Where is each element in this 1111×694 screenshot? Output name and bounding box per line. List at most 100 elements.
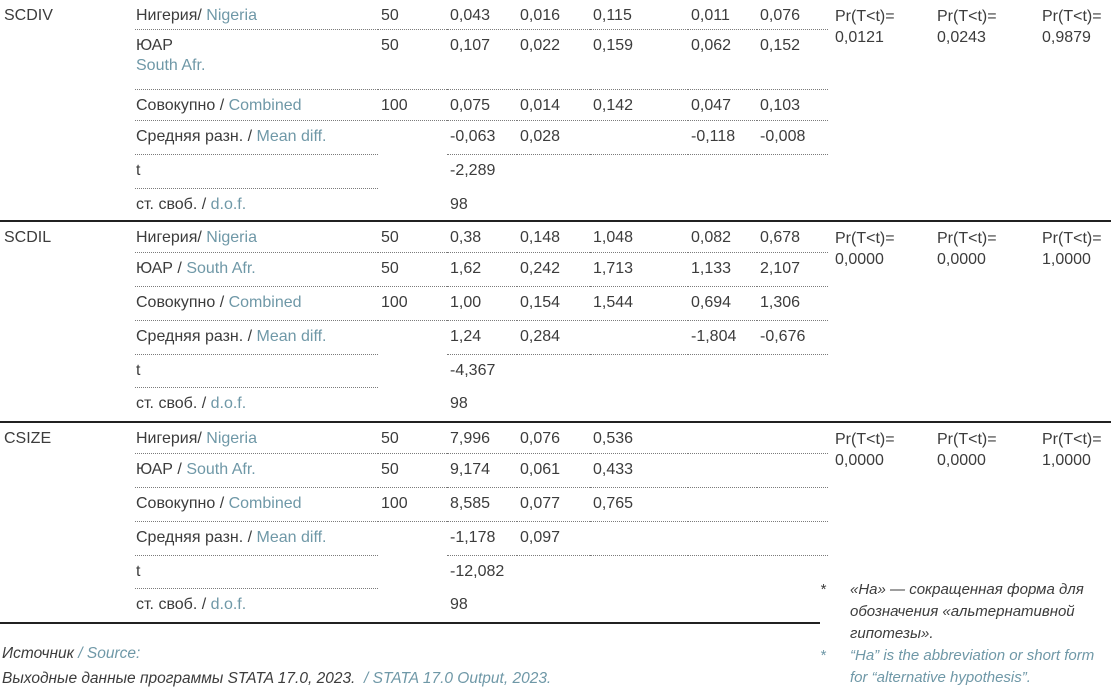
cell-se: 0,097 xyxy=(517,522,590,556)
cell-ci_hi: -0,008 xyxy=(757,121,828,155)
pr-value: 1,0000 xyxy=(1042,452,1091,469)
cell-mean: 1,00 xyxy=(447,287,517,321)
footnote-en: * “Ha” is the abbreviation or short form… xyxy=(820,645,1110,689)
cell-obs: 50 xyxy=(378,30,447,90)
cell-ci_lo xyxy=(688,556,757,589)
row-label-ru: Совокупно / xyxy=(136,294,225,311)
cell-ci_hi: 2,107 xyxy=(757,253,828,287)
row-label: Средняя разн. / Mean diff. xyxy=(135,522,378,556)
cell-se: 0,154 xyxy=(517,287,590,321)
cell-sd: 0,433 xyxy=(590,454,688,488)
cell-ci_hi: -0,676 xyxy=(757,321,828,355)
row-label-en: Nigeria xyxy=(201,229,257,246)
cell-mean: -2,289 xyxy=(450,162,496,179)
cell-obs xyxy=(378,121,447,155)
variable-name: SCDIL xyxy=(4,229,52,246)
cell-ci_lo xyxy=(688,454,757,488)
cell-mean: 0,043 xyxy=(447,0,517,30)
row-label-ru: Нигерия/ xyxy=(136,229,202,246)
row-label-en: South Afr. xyxy=(181,461,256,478)
row-label: ст. своб. / d.o.f. xyxy=(135,189,378,220)
cell-ci_lo xyxy=(688,355,757,388)
pr-header: Pr(T<t)= xyxy=(1042,431,1102,448)
cell-se: 0,014 xyxy=(517,90,590,121)
asterisk-marker: * xyxy=(820,647,826,664)
pr-header: Pr(T<t)= xyxy=(937,8,997,25)
ttest-results-table: SCDIV Нигерия/ Nigeria 50 0,043 0,016 0,115 0,… xyxy=(0,0,1111,624)
footnote-en-text: “Ha” is the abbreviation or short form f… xyxy=(850,647,1095,686)
cell-obs xyxy=(378,522,447,556)
row-label-ru: ст. своб. / xyxy=(136,395,207,412)
pr-cell: Pr(T<t)= 0,0000 xyxy=(930,222,1035,421)
cell-ci_lo xyxy=(688,488,757,522)
source-text-ru: Выходные данные программы STATA 17.0, 20… xyxy=(2,670,360,687)
cell-sd: 0,536 xyxy=(590,423,688,454)
cell-mean: 98 xyxy=(450,596,468,613)
row-label-ru: ст. своб. / xyxy=(136,196,207,213)
cell-se xyxy=(517,355,590,388)
row-label: Нигерия/ Nigeria xyxy=(135,423,378,454)
cell-ci_lo: -1,804 xyxy=(688,321,757,355)
footnote-ru-text: «На» — сокращенная форма для обозначения… xyxy=(850,581,1084,642)
pr-header: Pr(T<t)= xyxy=(1042,230,1102,247)
row-label-en: Nigeria xyxy=(201,430,257,447)
cell-se: 0,061 xyxy=(517,454,590,488)
cell-ci_lo: 0,082 xyxy=(688,222,757,253)
cell-obs xyxy=(378,155,447,189)
cell-se: 0,148 xyxy=(517,222,590,253)
row-label: Совокупно / Combined xyxy=(135,287,378,321)
row-label: Совокупно / Combined xyxy=(135,488,378,522)
cell-ci_hi xyxy=(757,388,828,421)
cell-obs: 100 xyxy=(378,90,447,121)
cell-ci_lo xyxy=(688,423,757,454)
pr-cell: Pr(T<t)= 0,0000 xyxy=(828,423,930,624)
row-label: ст. своб. / d.o.f. xyxy=(135,388,378,421)
cell-obs xyxy=(378,388,447,421)
cell-ci_lo xyxy=(688,189,757,220)
row-label-en: Mean diff. xyxy=(252,529,327,546)
cell-ci_hi xyxy=(757,488,828,522)
cell-sd xyxy=(590,589,688,624)
cell-mean: 0,075 xyxy=(447,90,517,121)
cell-obs xyxy=(378,355,447,388)
cell-mean: 0,38 xyxy=(447,222,517,253)
cell-ci_lo: 1,133 xyxy=(688,253,757,287)
cell-sd: 1,544 xyxy=(590,287,688,321)
pr-value: 0,0000 xyxy=(835,251,884,268)
cell-sd xyxy=(590,155,688,189)
pr-cell: Pr(T<t)= 0,0000 xyxy=(930,423,1035,624)
cell-ci_lo: 0,694 xyxy=(688,287,757,321)
source-label-line: Источник / Source: xyxy=(2,641,551,666)
table-bottom-rule xyxy=(0,622,820,624)
cell-obs xyxy=(378,589,447,624)
cell-sd: 0,159 xyxy=(590,30,688,90)
row-label-en: d.o.f. xyxy=(206,196,247,213)
cell-se xyxy=(517,589,590,624)
row-label-en: Combined xyxy=(224,97,302,114)
cell-obs: 50 xyxy=(378,454,447,488)
cell-obs: 50 xyxy=(378,253,447,287)
pr-value: 0,0121 xyxy=(835,29,884,46)
cell-ci_lo xyxy=(688,589,757,624)
pr-cell: Pr(T<t)= 1,0000 xyxy=(1035,423,1111,624)
cell-obs: 100 xyxy=(378,488,447,522)
cell-ci_hi: 0,103 xyxy=(757,90,828,121)
pr-cell: Pr(T<t)= 0,0243 xyxy=(930,0,1035,220)
cell-se: 0,016 xyxy=(517,0,590,30)
cell-ci_lo xyxy=(688,522,757,556)
row-label-ru: Средняя разн. / xyxy=(136,529,253,546)
cell-ci_hi xyxy=(757,155,828,189)
source-label-ru: Источник xyxy=(2,645,74,662)
row-label-ru: ЮАР / xyxy=(136,461,182,478)
cell-ci_hi xyxy=(757,522,828,556)
cell-ci_lo: 0,047 xyxy=(688,90,757,121)
cell-se: 0,028 xyxy=(517,121,590,155)
cell-mean: 98 xyxy=(450,395,468,412)
cell-se xyxy=(517,388,590,421)
cell-se: 0,022 xyxy=(517,30,590,90)
row-label-ru: Совокупно / xyxy=(136,495,225,512)
cell-obs: 50 xyxy=(378,0,447,30)
cell-ci_lo xyxy=(688,155,757,189)
row-label-ru: t xyxy=(136,162,141,179)
